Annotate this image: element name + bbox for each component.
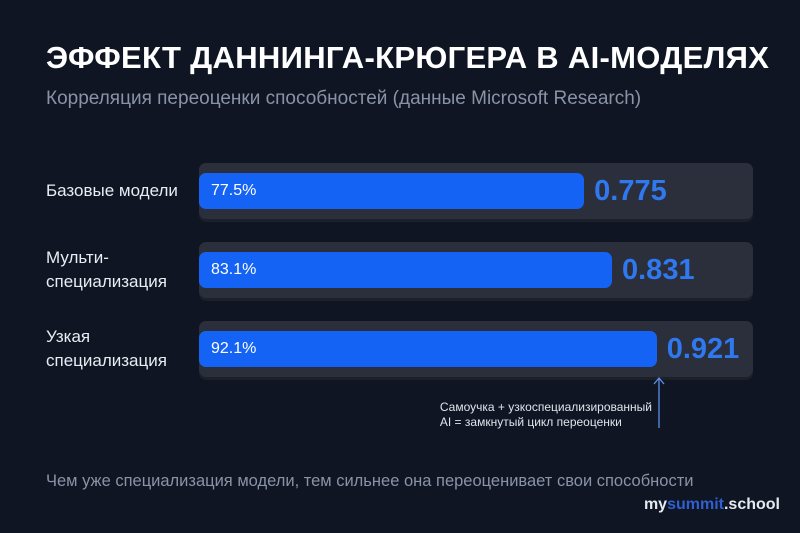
bar — [199, 173, 585, 209]
bar-row: Мульти-специализация 83.1% 0.831 — [0, 242, 800, 298]
annotation-arrow-icon — [653, 376, 665, 428]
percent-label: 83.1% — [211, 261, 257, 278]
logo-part: summit — [667, 496, 724, 513]
annotation-line: AI = замкнутый цикл переоценки — [439, 415, 622, 429]
logo-part: my — [643, 496, 668, 513]
logo: mysummit.school — [644, 496, 780, 514]
footnote: Чем уже специализация модели, тем сильне… — [46, 472, 694, 490]
bar — [199, 252, 612, 288]
category-label: Узкая специализация — [46, 327, 167, 370]
category-label: Базовые модели — [46, 181, 178, 200]
value-label: 0.831 — [622, 254, 695, 286]
bar-row: Базовые модели 77.5% 0.775 — [0, 163, 800, 219]
logo-part: .school — [723, 496, 780, 513]
annotation: Самоучка + узкоспециализированный AI = з… — [440, 400, 652, 430]
bar — [199, 331, 657, 367]
chart-title: ЭФФЕКТ ДАННИНГА-КРЮГЕРА В AI-МОДЕЛЯХ — [46, 40, 770, 75]
percent-label: 92.1% — [211, 340, 257, 357]
annotation-line: Самоучка + узкоспециализированный — [439, 400, 652, 414]
chart-subtitle: Корреляция переоценки способностей (данн… — [46, 88, 642, 109]
value-label: 0.775 — [594, 175, 667, 207]
value-label: 0.921 — [666, 333, 740, 365]
percent-label: 77.5% — [211, 182, 257, 199]
bar-row: Узкая специализация 92.1% 0.921 — [0, 321, 800, 377]
category-label: Мульти-специализация — [46, 248, 167, 291]
